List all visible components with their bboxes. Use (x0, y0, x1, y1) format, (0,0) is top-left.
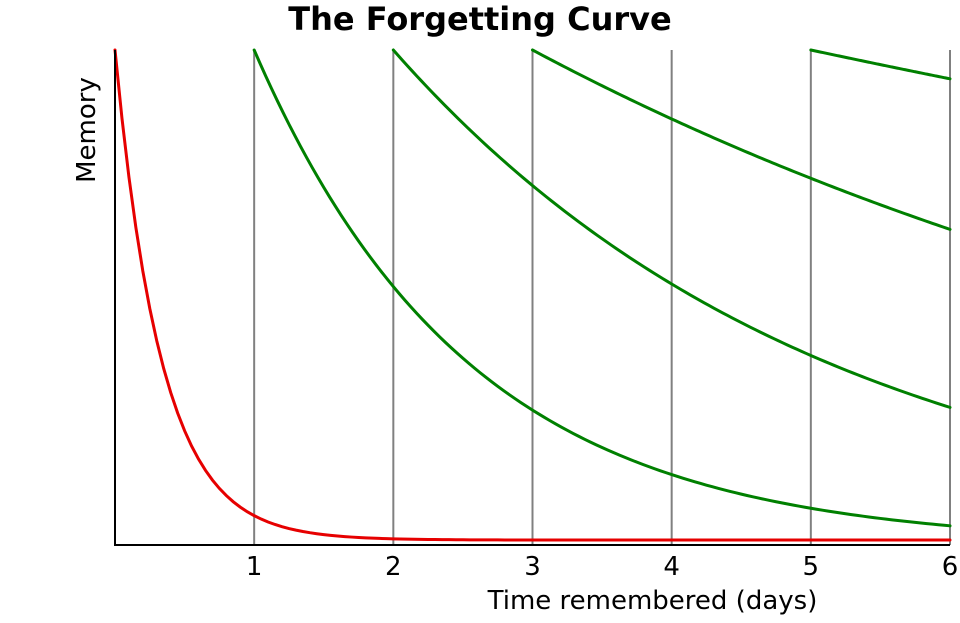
x-tick-label: 6 (942, 552, 959, 582)
y-axis-label: Memory (72, 77, 102, 183)
x-axis-label: Time remembered (days) (487, 586, 818, 616)
x-tick-label: 3 (524, 552, 541, 582)
forgetting-curve-chart: The Forgetting Curve 1 2 3 4 5 6 Time remembe… (0, 0, 960, 623)
grid-lines (254, 50, 950, 545)
review-3-curve (533, 50, 951, 229)
x-tick-label: 1 (246, 552, 263, 582)
x-tick-label: 5 (803, 552, 820, 582)
x-tick-labels: 1 2 3 4 5 6 (246, 552, 958, 582)
review-1-curve (254, 50, 950, 526)
review-4-curve (811, 50, 950, 79)
x-tick-label: 4 (663, 552, 680, 582)
x-tick-label: 2 (385, 552, 402, 582)
chart-title: The Forgetting Curve (288, 0, 671, 38)
